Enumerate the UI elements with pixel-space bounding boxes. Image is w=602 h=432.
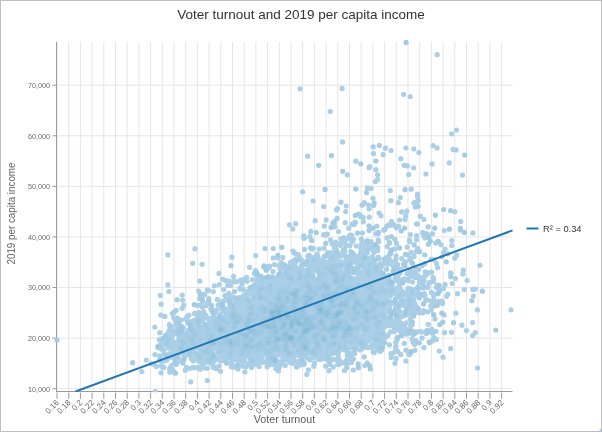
svg-text:60,000: 60,000: [28, 132, 50, 141]
svg-text:10,000: 10,000: [28, 385, 50, 394]
svg-text:70,000: 70,000: [28, 81, 50, 90]
svg-text:Voter turnout and 2019 per cap: Voter turnout and 2019 per capita income: [177, 7, 425, 22]
svg-text:20,000: 20,000: [28, 334, 50, 343]
svg-text:30,000: 30,000: [28, 283, 50, 292]
svg-text:R² = 0.34: R² = 0.34: [543, 224, 582, 234]
svg-text:50,000: 50,000: [28, 182, 50, 191]
svg-text:40,000: 40,000: [28, 233, 50, 242]
svg-text:2019 per capita income: 2019 per capita income: [5, 162, 17, 264]
